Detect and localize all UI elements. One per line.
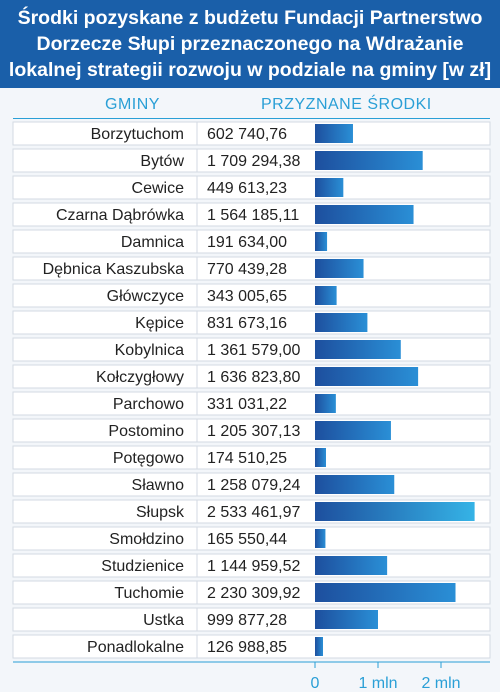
value-label: 191 634,00 [207, 234, 287, 251]
value-label: 331 031,22 [207, 396, 287, 413]
bar [315, 556, 388, 575]
row-background [12, 445, 491, 470]
category-label: Bytów [140, 153, 184, 170]
row-background [12, 283, 491, 308]
bar [315, 475, 395, 494]
bar [315, 502, 475, 521]
category-label: Parchowo [113, 396, 184, 413]
category-label: Kołczygłowy [96, 369, 184, 386]
row-background [12, 634, 491, 659]
value-label: 2 230 309,92 [207, 585, 301, 602]
row-background [12, 121, 491, 146]
bar [315, 637, 324, 656]
value-label: 1 709 294,38 [207, 153, 301, 170]
category-label: Czarna Dąbrówka [56, 207, 184, 224]
row-background [12, 310, 491, 335]
value-label: 343 005,65 [207, 288, 287, 305]
x-tick-label: 1 mln [358, 675, 397, 692]
category-label: Dębnica Kaszubska [43, 261, 185, 278]
column-header-gminy: GMINY [105, 96, 160, 113]
x-tick-label: 0 [311, 675, 320, 692]
x-tick-label: 2 mln [421, 675, 460, 692]
value-label: 2 533 461,97 [207, 504, 301, 521]
value-label: 165 550,44 [207, 531, 287, 548]
bar [315, 313, 368, 332]
value-label: 770 439,28 [207, 261, 287, 278]
category-label: Główczyce [107, 288, 184, 305]
title-line-1: Środki pozyskane z budżetu Fundacji Part… [17, 7, 483, 29]
bar [315, 151, 423, 170]
value-label: 1 636 823,80 [207, 369, 301, 386]
category-label: Smołdzino [109, 531, 184, 548]
value-label: 1 144 959,52 [207, 558, 301, 575]
bar [315, 610, 378, 629]
bar [315, 286, 337, 305]
category-label: Cewice [132, 180, 185, 197]
bar [315, 259, 364, 278]
title-line-3: lokalnej strategii rozwoju w podziale na… [8, 59, 492, 81]
bar [315, 205, 414, 224]
value-label: 999 877,28 [207, 612, 287, 629]
category-label: Potęgowo [113, 450, 184, 467]
value-label: 1 564 185,11 [207, 207, 299, 224]
row-background [12, 391, 491, 416]
row-background [12, 229, 491, 254]
bar [315, 529, 326, 548]
title-line-2: Dorzecze Słupi przeznaczonego na Wdrażan… [36, 33, 464, 55]
row-background [12, 256, 491, 281]
column-header-srodki: PRZYZNANE ŚRODKI [261, 96, 432, 113]
category-label: Postomino [108, 423, 184, 440]
category-label: Kępice [135, 315, 184, 332]
row-background [12, 526, 491, 551]
category-label: Słupsk [136, 504, 185, 521]
row-background [12, 175, 491, 200]
bar [315, 232, 328, 251]
value-label: 126 988,85 [207, 639, 287, 656]
bar [315, 583, 456, 602]
bar [315, 178, 344, 197]
category-label: Damnica [121, 234, 184, 251]
value-label: 602 740,76 [207, 126, 287, 143]
category-label: Ponadlokalne [87, 639, 184, 656]
category-label: Kobylnica [115, 342, 184, 359]
value-label: 1 258 079,24 [207, 477, 301, 494]
value-label: 449 613,23 [207, 180, 287, 197]
bar [315, 124, 353, 143]
category-label: Sławno [132, 477, 185, 494]
bar [315, 394, 336, 413]
header-divider [13, 118, 490, 119]
category-label: Tuchomie [114, 585, 184, 602]
category-label: Borzytuchom [91, 126, 184, 143]
chart-title: Środki pozyskane z budżetu Fundacji Part… [0, 0, 500, 88]
category-label: Studzienice [101, 558, 184, 575]
value-label: 1 205 307,13 [207, 423, 301, 440]
value-label: 1 361 579,00 [207, 342, 301, 359]
category-label: Ustka [143, 612, 184, 629]
bar [315, 367, 419, 386]
value-label: 174 510,25 [207, 450, 287, 467]
bar [315, 340, 401, 359]
bar [315, 448, 326, 467]
bar [315, 421, 391, 440]
value-label: 831 673,16 [207, 315, 287, 332]
